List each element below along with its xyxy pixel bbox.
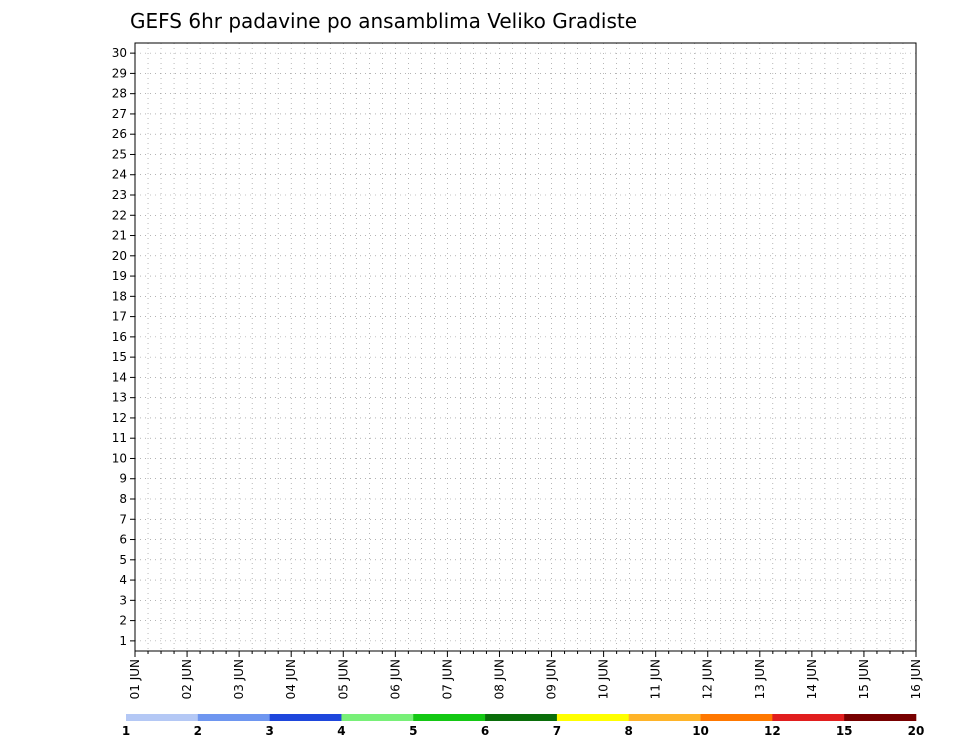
y-tick-label: 29 bbox=[112, 66, 127, 80]
x-tick-label: 09 JUN bbox=[545, 659, 559, 699]
colorbar-label: 15 bbox=[836, 724, 853, 738]
colorbar-swatch bbox=[413, 714, 486, 721]
y-tick-label: 17 bbox=[112, 310, 127, 324]
colorbar-label: 2 bbox=[194, 724, 202, 738]
colorbar-swatch bbox=[556, 714, 630, 721]
y-tick-label: 21 bbox=[112, 229, 127, 243]
y-tick-label: 30 bbox=[112, 46, 127, 60]
y-tick-label: 28 bbox=[112, 87, 127, 101]
x-tick-label: 10 JUN bbox=[597, 659, 611, 699]
y-tick-label: 18 bbox=[112, 289, 127, 303]
x-tick-label: 02 JUN bbox=[180, 659, 194, 699]
y-tick-label: 20 bbox=[112, 249, 127, 263]
colorbar-label: 7 bbox=[553, 724, 561, 738]
colorbar-label: 10 bbox=[692, 724, 709, 738]
y-tick-label: 5 bbox=[119, 553, 127, 567]
x-tick-label: 01 JUN bbox=[128, 659, 142, 699]
y-tick-label: 9 bbox=[119, 472, 127, 486]
x-tick-label: 07 JUN bbox=[440, 659, 454, 699]
y-tick-label: 19 bbox=[112, 269, 127, 283]
y-tick-label: 22 bbox=[112, 208, 127, 222]
colorbar-label: 8 bbox=[625, 724, 633, 738]
y-tick-label: 24 bbox=[112, 168, 127, 182]
y-tick-label: 11 bbox=[112, 431, 127, 445]
x-tick-label: 08 JUN bbox=[492, 659, 506, 699]
colorbar-label: 5 bbox=[409, 724, 417, 738]
x-tick-label: 05 JUN bbox=[336, 659, 350, 699]
colorbar-swatch bbox=[772, 714, 845, 721]
y-tick-label: 1 bbox=[119, 634, 127, 648]
axes-layer: 1234567891011121314151617181920212223242… bbox=[112, 42, 923, 699]
x-tick-label: 16 JUN bbox=[909, 659, 923, 699]
y-tick-label: 3 bbox=[119, 593, 127, 607]
y-tick-label: 10 bbox=[112, 451, 127, 465]
colorbar-label: 4 bbox=[337, 724, 345, 738]
colorbar-swatch bbox=[628, 714, 701, 721]
x-tick-label: 15 JUN bbox=[857, 659, 871, 699]
colorbar-label: 20 bbox=[908, 724, 925, 738]
y-tick-label: 25 bbox=[112, 147, 127, 161]
y-tick-label: 8 bbox=[119, 492, 127, 506]
x-tick-label: 04 JUN bbox=[284, 659, 298, 699]
colorbar-swatch bbox=[341, 714, 414, 721]
x-tick-label: 06 JUN bbox=[388, 659, 402, 699]
colorbar: 1 2 3 4 5 6 7 8 10 12 15 20 bbox=[122, 714, 925, 738]
y-tick-label: 23 bbox=[112, 188, 127, 202]
y-tick-label: 14 bbox=[112, 370, 127, 384]
colorbar-label: 6 bbox=[481, 724, 489, 738]
y-tick-label: 6 bbox=[119, 533, 127, 547]
colorbar-swatch bbox=[126, 714, 199, 721]
y-tick-label: 27 bbox=[112, 107, 127, 121]
y-tick-label: 4 bbox=[119, 573, 127, 587]
colorbar-swatch bbox=[269, 714, 342, 721]
colorbar-swatch bbox=[197, 714, 270, 721]
colorbar-label: 3 bbox=[265, 724, 273, 738]
x-tick-label: 03 JUN bbox=[232, 659, 246, 699]
grid-layer bbox=[135, 43, 916, 651]
colorbar-swatch bbox=[485, 714, 558, 721]
y-tick-label: 12 bbox=[112, 411, 127, 425]
x-tick-label: 12 JUN bbox=[701, 659, 715, 699]
y-tick-label: 2 bbox=[119, 614, 127, 628]
colorbar-label: 12 bbox=[764, 724, 781, 738]
x-tick-label: 13 JUN bbox=[753, 659, 767, 699]
colorbar-swatch bbox=[700, 714, 773, 721]
x-tick-label: 11 JUN bbox=[649, 659, 663, 699]
y-tick-label: 26 bbox=[112, 127, 127, 141]
y-tick-label: 16 bbox=[112, 330, 127, 344]
chart-title: GEFS 6hr padavine po ansamblima Veliko G… bbox=[130, 9, 637, 33]
colorbar-label: 1 bbox=[122, 724, 130, 738]
colorbar-swatch bbox=[844, 714, 917, 721]
y-tick-label: 13 bbox=[112, 391, 127, 405]
y-tick-label: 15 bbox=[112, 350, 127, 364]
x-tick-label: 14 JUN bbox=[805, 659, 819, 699]
y-tick-label: 7 bbox=[119, 512, 127, 526]
